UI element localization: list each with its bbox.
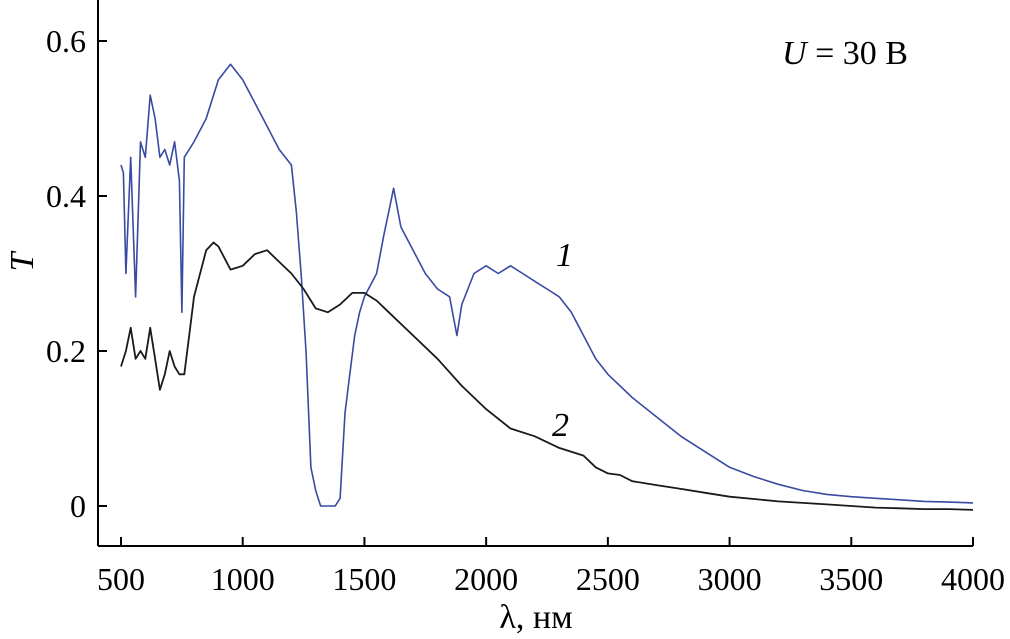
y-tick-label: 0.2 (46, 333, 86, 369)
x-axis-ticks: 500 1000 1500 2000 2500 3000 3500 4000 (97, 537, 1005, 597)
series-label-2: 2 (552, 407, 569, 444)
series-layer (120, 63, 974, 511)
x-tick-label: 2000 (454, 561, 518, 597)
voltage-annotation: U = 30 В (782, 35, 908, 72)
x-tick-label: 1000 (211, 561, 275, 597)
y-tick-label: 0.4 (46, 178, 86, 214)
series-line-1 (120, 63, 974, 507)
series-label-1: 1 (556, 237, 573, 274)
series-line-2 (120, 241, 974, 511)
plot-frame (97, 0, 973, 547)
voltage-annotation-value: = 30 В (807, 35, 908, 72)
y-tick-label: 0.6 (46, 23, 86, 59)
x-tick-label: 3500 (819, 561, 883, 597)
x-tick-label: 500 (97, 561, 145, 597)
x-tick-label: 4000 (941, 561, 1005, 597)
y-tick-label: 0 (70, 488, 86, 524)
voltage-annotation-var: U (782, 35, 809, 72)
x-tick-label: 2500 (576, 561, 640, 597)
y-axis-ticks: 0 0.2 0.4 0.6 (46, 23, 107, 524)
x-tick-label: 1500 (332, 561, 396, 597)
y-axis-title: T (4, 250, 41, 271)
x-axis-title: λ, нм (499, 599, 572, 636)
x-tick-label: 3000 (698, 561, 762, 597)
